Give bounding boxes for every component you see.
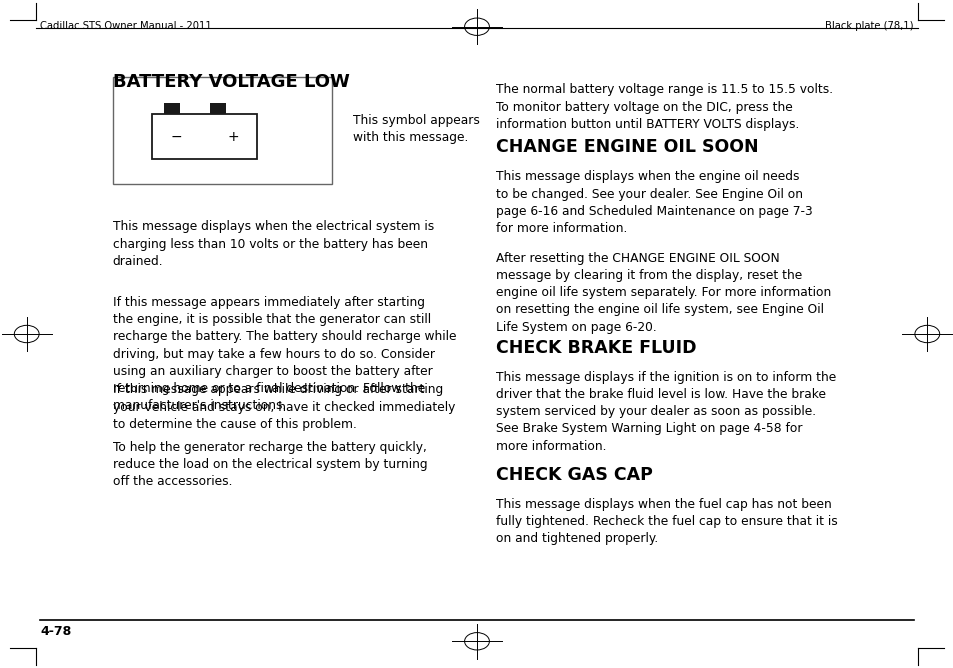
Text: 4-78: 4-78 bbox=[40, 625, 71, 637]
Text: To help the generator recharge the battery quickly,
reduce the load on the elect: To help the generator recharge the batte… bbox=[112, 441, 427, 488]
Bar bbox=[164, 104, 180, 114]
Text: If this message appears while driving or after starting
your vehicle and stays o: If this message appears while driving or… bbox=[112, 383, 455, 431]
Bar bbox=[112, 77, 332, 184]
Text: CHECK BRAKE FLUID: CHECK BRAKE FLUID bbox=[496, 339, 696, 357]
Text: Black plate (78,1): Black plate (78,1) bbox=[824, 21, 913, 31]
Text: This message displays when the engine oil needs
to be changed. See your dealer. : This message displays when the engine oi… bbox=[496, 170, 812, 235]
Bar bbox=[152, 114, 257, 160]
Text: After resetting the CHANGE ENGINE OIL SOON
message by clearing it from the displ: After resetting the CHANGE ENGINE OIL SO… bbox=[496, 252, 830, 333]
Text: The normal battery voltage range is 11.5 to 15.5 volts.
To monitor battery volta: The normal battery voltage range is 11.5… bbox=[496, 84, 832, 131]
Text: CHECK GAS CAP: CHECK GAS CAP bbox=[496, 466, 652, 484]
Text: −: − bbox=[171, 130, 182, 144]
Text: This symbol appears
with this message.: This symbol appears with this message. bbox=[353, 114, 479, 144]
Text: This message displays if the ignition is on to inform the
driver that the brake : This message displays if the ignition is… bbox=[496, 371, 836, 452]
Text: CHANGE ENGINE OIL SOON: CHANGE ENGINE OIL SOON bbox=[496, 138, 758, 156]
Text: This message displays when the fuel cap has not been
fully tightened. Recheck th: This message displays when the fuel cap … bbox=[496, 498, 837, 545]
Text: Cadillac STS Owner Manual - 2011: Cadillac STS Owner Manual - 2011 bbox=[40, 21, 212, 31]
Text: +: + bbox=[227, 130, 238, 144]
Bar bbox=[210, 104, 226, 114]
Text: This message displays when the electrical system is
charging less than 10 volts : This message displays when the electrica… bbox=[112, 220, 434, 268]
Text: If this message appears immediately after starting
the engine, it is possible th: If this message appears immediately afte… bbox=[112, 296, 456, 412]
Text: BATTERY VOLTAGE LOW: BATTERY VOLTAGE LOW bbox=[112, 73, 349, 92]
